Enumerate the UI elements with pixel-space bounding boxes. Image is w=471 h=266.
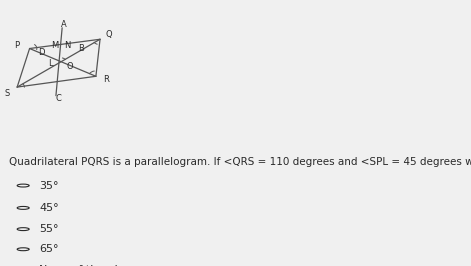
- Text: 55°: 55°: [40, 224, 59, 234]
- Text: O: O: [66, 62, 73, 71]
- Text: S: S: [4, 89, 9, 98]
- Text: N: N: [64, 41, 71, 50]
- Text: P: P: [15, 41, 20, 50]
- Text: M: M: [51, 41, 58, 50]
- Text: None of the above: None of the above: [40, 265, 142, 266]
- Text: 35°: 35°: [40, 181, 59, 190]
- Text: D: D: [38, 48, 44, 57]
- Text: 65°: 65°: [40, 244, 59, 254]
- Text: B: B: [78, 44, 83, 53]
- Text: L: L: [49, 59, 53, 68]
- Text: C: C: [55, 94, 61, 103]
- Text: R: R: [103, 75, 109, 84]
- Text: 45°: 45°: [40, 203, 59, 213]
- Text: Quadrilateral PQRS is a parallelogram. If <QRS = 110 degrees and <SPL = 45 degre: Quadrilateral PQRS is a parallelogram. I…: [9, 156, 471, 167]
- Text: A: A: [61, 20, 67, 29]
- Text: Q: Q: [105, 30, 112, 39]
